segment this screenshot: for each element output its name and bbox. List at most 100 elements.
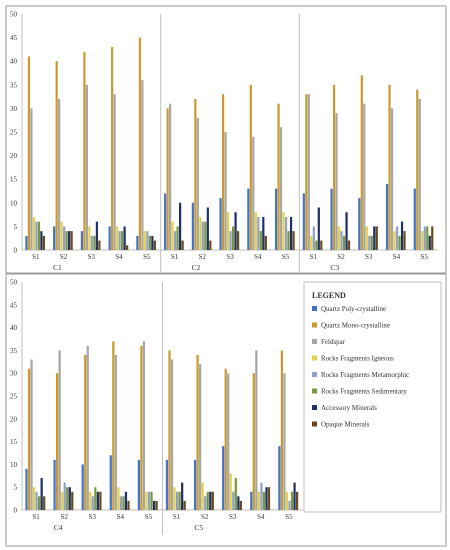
legend-item-label: Rocks Fragments Metamorphic xyxy=(321,371,409,379)
sample-label: S1 xyxy=(171,253,179,261)
bar-C5-S5-7 xyxy=(295,491,299,510)
bar-C3-S5-6 xyxy=(428,235,431,250)
group-label-C4: C4 xyxy=(54,523,63,532)
bar-C1-S4-5 xyxy=(121,231,124,250)
y-tick-label: 35 xyxy=(10,347,18,355)
bar-C3-S3-5 xyxy=(370,235,373,250)
bar-C5-S4-0 xyxy=(250,491,253,510)
sample-label: S4 xyxy=(254,253,262,261)
bar-C3-S4-3 xyxy=(393,231,396,250)
bar-C4-S3-0 xyxy=(81,464,84,510)
legend-item-label: Accessory Minerals xyxy=(321,404,377,412)
bar-C4-S4-1 xyxy=(112,341,115,510)
bottom-bars xyxy=(25,282,299,535)
bar-C4-S4-0 xyxy=(109,455,112,510)
bar-C1-S4-2 xyxy=(113,94,116,251)
bar-C2-S5-7 xyxy=(292,231,295,250)
bar-C5-S3-3 xyxy=(229,473,232,510)
bar-C5-S5-3 xyxy=(285,491,289,510)
bar-C3-S2-6 xyxy=(345,212,348,250)
bar-C1-S4-6 xyxy=(123,226,126,250)
bar-C1-S1-6 xyxy=(40,231,43,250)
bar-C4-S1-7 xyxy=(43,496,46,510)
bar-C2-S3-3 xyxy=(226,212,230,250)
bar-C2-S2-5 xyxy=(204,221,207,250)
y-tick-label: 20 xyxy=(10,152,18,160)
bar-C2-S3-4 xyxy=(229,231,232,250)
bar-C4-S2-5 xyxy=(66,487,69,510)
bar-C2-S4-3 xyxy=(254,212,257,250)
bar-C1-S5-2 xyxy=(141,80,144,250)
bar-C5-S1-4 xyxy=(175,491,179,510)
bar-C1-S1-7 xyxy=(42,235,46,250)
bar-C2-S2-1 xyxy=(194,98,197,251)
bar-C1-S2-0 xyxy=(53,226,56,250)
bar-C1-S5-4 xyxy=(146,231,149,250)
bar-C5-S2-0 xyxy=(193,459,197,510)
y-tick-label: 15 xyxy=(10,176,18,184)
bar-C3-S5-7 xyxy=(431,226,434,250)
bar-C2-S1-3 xyxy=(171,221,174,250)
bar-C3-S5-2 xyxy=(418,98,421,251)
legend-item-label: Rocks Fragments Igneous xyxy=(321,355,394,363)
bar-C4-S2-3 xyxy=(61,491,64,510)
legend-swatch xyxy=(312,339,317,344)
bar-C4-S5-6 xyxy=(152,500,156,510)
bar-C4-S4-5 xyxy=(122,496,125,510)
bar-C2-S4-7 xyxy=(264,235,267,250)
bar-C2-S2-0 xyxy=(191,202,194,250)
bar-C3-S2-0 xyxy=(330,188,333,250)
bar-C1-S1-4 xyxy=(35,221,38,250)
bar-C4-S1-0 xyxy=(25,468,28,510)
bar-C1-S5-1 xyxy=(138,37,141,250)
bar-C5-S5-6 xyxy=(293,482,296,510)
bar-C3-S2-5 xyxy=(342,235,346,250)
y-tick-label: 50 xyxy=(10,11,18,19)
bar-C4-S5-4 xyxy=(147,491,151,510)
bar-C3-S5-0 xyxy=(413,188,416,250)
bar-C1-S1-0 xyxy=(25,235,28,250)
bar-C5-S4-6 xyxy=(265,487,268,510)
bar-C3-S3-7 xyxy=(375,226,378,250)
sample-label: S2 xyxy=(199,253,207,261)
bar-C1-S3-7 xyxy=(98,240,101,250)
bar-C3-S1-2 xyxy=(307,94,310,251)
bar-C4-S3-2 xyxy=(86,345,89,510)
bar-C2-S4-0 xyxy=(247,188,250,250)
bar-C2-S3-6 xyxy=(234,212,237,250)
bar-C4-S5-1 xyxy=(140,345,143,510)
bar-C4-S4-2 xyxy=(114,354,117,510)
y-tick-label: 15 xyxy=(10,438,18,446)
legend-swatch xyxy=(312,372,317,377)
bar-C1-S5-7 xyxy=(153,240,156,250)
top-bars xyxy=(5,5,447,274)
bar-C2-S2-3 xyxy=(199,216,202,250)
bar-C3-S1-7 xyxy=(320,240,323,250)
bar-C4-S5-7 xyxy=(155,500,158,510)
bar-C2-S3-7 xyxy=(236,231,240,250)
bar-C2-S3-5 xyxy=(231,226,235,250)
y-tick-label: 45 xyxy=(10,34,18,42)
legend-swatch xyxy=(312,306,317,311)
sample-label: S1 xyxy=(173,513,181,521)
bar-C1-S2-3 xyxy=(60,221,63,250)
bar-C2-S3-1 xyxy=(222,94,225,251)
bar-C2-S5-5 xyxy=(287,231,290,250)
legend-swatch xyxy=(312,388,317,394)
bar-C5-S2-4 xyxy=(204,496,207,510)
legend-items: Quartz Poly-crystalline Quartz Mono-cryst… xyxy=(312,305,409,429)
bar-C2-S5-2 xyxy=(279,127,283,250)
top-x-labels: S1 S2 S3 S4 S5 C1 S1 S2 S3 S4 S5 C2 S1 S2 S3 S4 S5 C3 xyxy=(32,253,428,272)
group-label-C2: C2 xyxy=(192,263,201,272)
bar-C5-S4-4 xyxy=(260,482,263,510)
bar-C2-S2-7 xyxy=(209,240,212,250)
bar-C3-S4-4 xyxy=(395,226,399,250)
bar-C3-S1-1 xyxy=(305,94,308,251)
y-tick-label: 50 xyxy=(10,279,18,287)
sample-label: S3 xyxy=(89,513,97,521)
legend-item-label: Feldspar xyxy=(321,338,346,346)
sample-label: S4 xyxy=(393,253,401,261)
bar-C3-S4-5 xyxy=(398,235,401,250)
